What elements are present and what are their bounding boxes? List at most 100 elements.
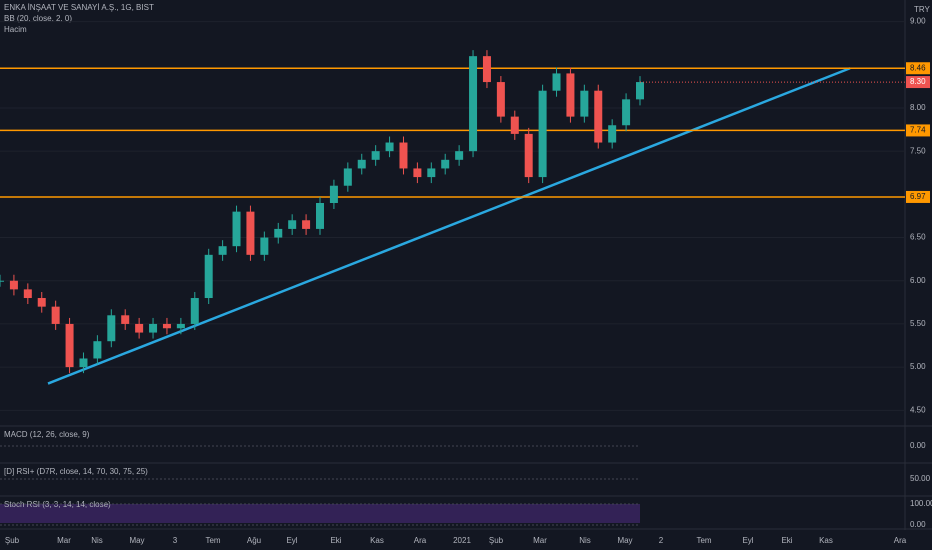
- candle: [608, 125, 617, 143]
- candle: [162, 323, 171, 329]
- candle: [441, 159, 450, 169]
- x-tick-label: May: [129, 536, 144, 545]
- candle: [552, 73, 561, 91]
- candle: [636, 82, 644, 100]
- x-tick-label: Eyl: [286, 536, 297, 545]
- pane-tick-label: 50.00: [910, 474, 931, 483]
- x-tick-label: Ağu: [247, 536, 261, 545]
- level-label: 7.74: [910, 126, 926, 135]
- level-badge: [906, 190, 930, 203]
- price-badge: [906, 76, 930, 89]
- candle: [510, 116, 519, 134]
- x-tick-label: May: [617, 536, 632, 545]
- candle: [469, 56, 478, 152]
- x-tick-label: 2: [659, 536, 664, 545]
- pane-tick-label: 0.00: [910, 441, 926, 450]
- pane-tick-label: 0.00: [910, 520, 926, 529]
- x-tick-label: Şub: [489, 536, 504, 545]
- candle: [371, 151, 380, 160]
- y-tick-label: 4.50: [910, 405, 926, 414]
- candle: [121, 315, 130, 324]
- pane-title: MACD (12, 26, close, 9): [4, 430, 90, 439]
- y-tick-label: 6.00: [910, 276, 926, 285]
- candle: [246, 211, 255, 255]
- candle: [524, 133, 533, 178]
- y-tick-label: 6.50: [910, 233, 926, 242]
- x-tick-label: Şub: [5, 536, 20, 545]
- candle: [538, 90, 547, 178]
- candle: [9, 280, 18, 290]
- x-tick-label: 2021: [453, 536, 471, 545]
- x-tick-label: Nis: [91, 536, 103, 545]
- y-tick-label: 7.50: [910, 146, 926, 155]
- level-badge: [906, 124, 930, 137]
- indicator-label: BB (20, close, 2, 0): [4, 14, 72, 23]
- candle: [288, 220, 297, 229]
- candle: [135, 323, 144, 333]
- indicator-label: Hacim: [4, 25, 27, 34]
- candle: [302, 220, 311, 229]
- candle: [204, 254, 213, 299]
- candle: [176, 323, 185, 329]
- level-badge: [906, 62, 930, 75]
- y-tick-label: 8.00: [910, 103, 926, 112]
- level-label: 6.97: [910, 192, 926, 201]
- candle: [566, 73, 575, 117]
- candle: [79, 358, 88, 368]
- level-label: 8.46: [910, 63, 926, 72]
- x-tick-label: Tem: [205, 536, 220, 545]
- candle: [93, 341, 102, 359]
- pane-title: [D] RSI+ (D7R, close, 14, 70, 30, 75, 25…: [4, 467, 148, 476]
- candle: [329, 185, 338, 203]
- x-tick-label: Mar: [57, 536, 71, 545]
- y-tick-label: 5.50: [910, 319, 926, 328]
- candle: [37, 298, 46, 307]
- y-tick-label: 5.00: [910, 362, 926, 371]
- x-tick-label: Kas: [370, 536, 384, 545]
- candle: [594, 90, 603, 143]
- candle: [65, 323, 74, 368]
- chart-title: ENKA İNŞAAT VE SANAYİ A.Ş., 1G, BIST: [4, 3, 154, 12]
- stoch-band: [0, 504, 640, 523]
- candle: [622, 99, 631, 126]
- candle: [218, 246, 227, 255]
- candle: [190, 298, 199, 324]
- candle: [149, 323, 158, 333]
- candle: [23, 289, 32, 299]
- y-tick-label: 9.00: [910, 17, 926, 26]
- price-label: 8.30: [910, 77, 926, 86]
- candle: [232, 211, 241, 247]
- candle: [107, 315, 116, 342]
- x-tick-label: Ara: [894, 536, 907, 545]
- candle: [413, 168, 422, 178]
- x-tick-label: 3: [173, 536, 178, 545]
- x-tick-label: Eyl: [742, 536, 753, 545]
- pane-title: Stoch RSI (3, 3, 14, 14, close): [4, 500, 111, 509]
- candle: [260, 237, 269, 255]
- pane-tick-label: 100.00: [910, 499, 932, 508]
- candle: [482, 56, 491, 83]
- x-tick-label: Ara: [414, 536, 427, 545]
- candle: [496, 82, 505, 117]
- candle: [0, 280, 4, 282]
- x-tick-label: Nis: [579, 536, 591, 545]
- x-tick-label: Tem: [696, 536, 711, 545]
- candle: [427, 168, 436, 178]
- candle: [343, 168, 352, 186]
- candle: [580, 90, 589, 117]
- currency: TRY: [914, 5, 931, 14]
- candle: [385, 142, 394, 152]
- candle: [316, 202, 324, 229]
- trendline: [47, 67, 851, 385]
- candle: [357, 159, 366, 169]
- x-tick-label: Eki: [330, 536, 341, 545]
- candle: [51, 306, 60, 324]
- candle: [455, 151, 464, 160]
- x-tick-label: Eki: [781, 536, 792, 545]
- x-tick-label: Mar: [533, 536, 547, 545]
- candle: [274, 228, 283, 238]
- candle: [399, 142, 408, 169]
